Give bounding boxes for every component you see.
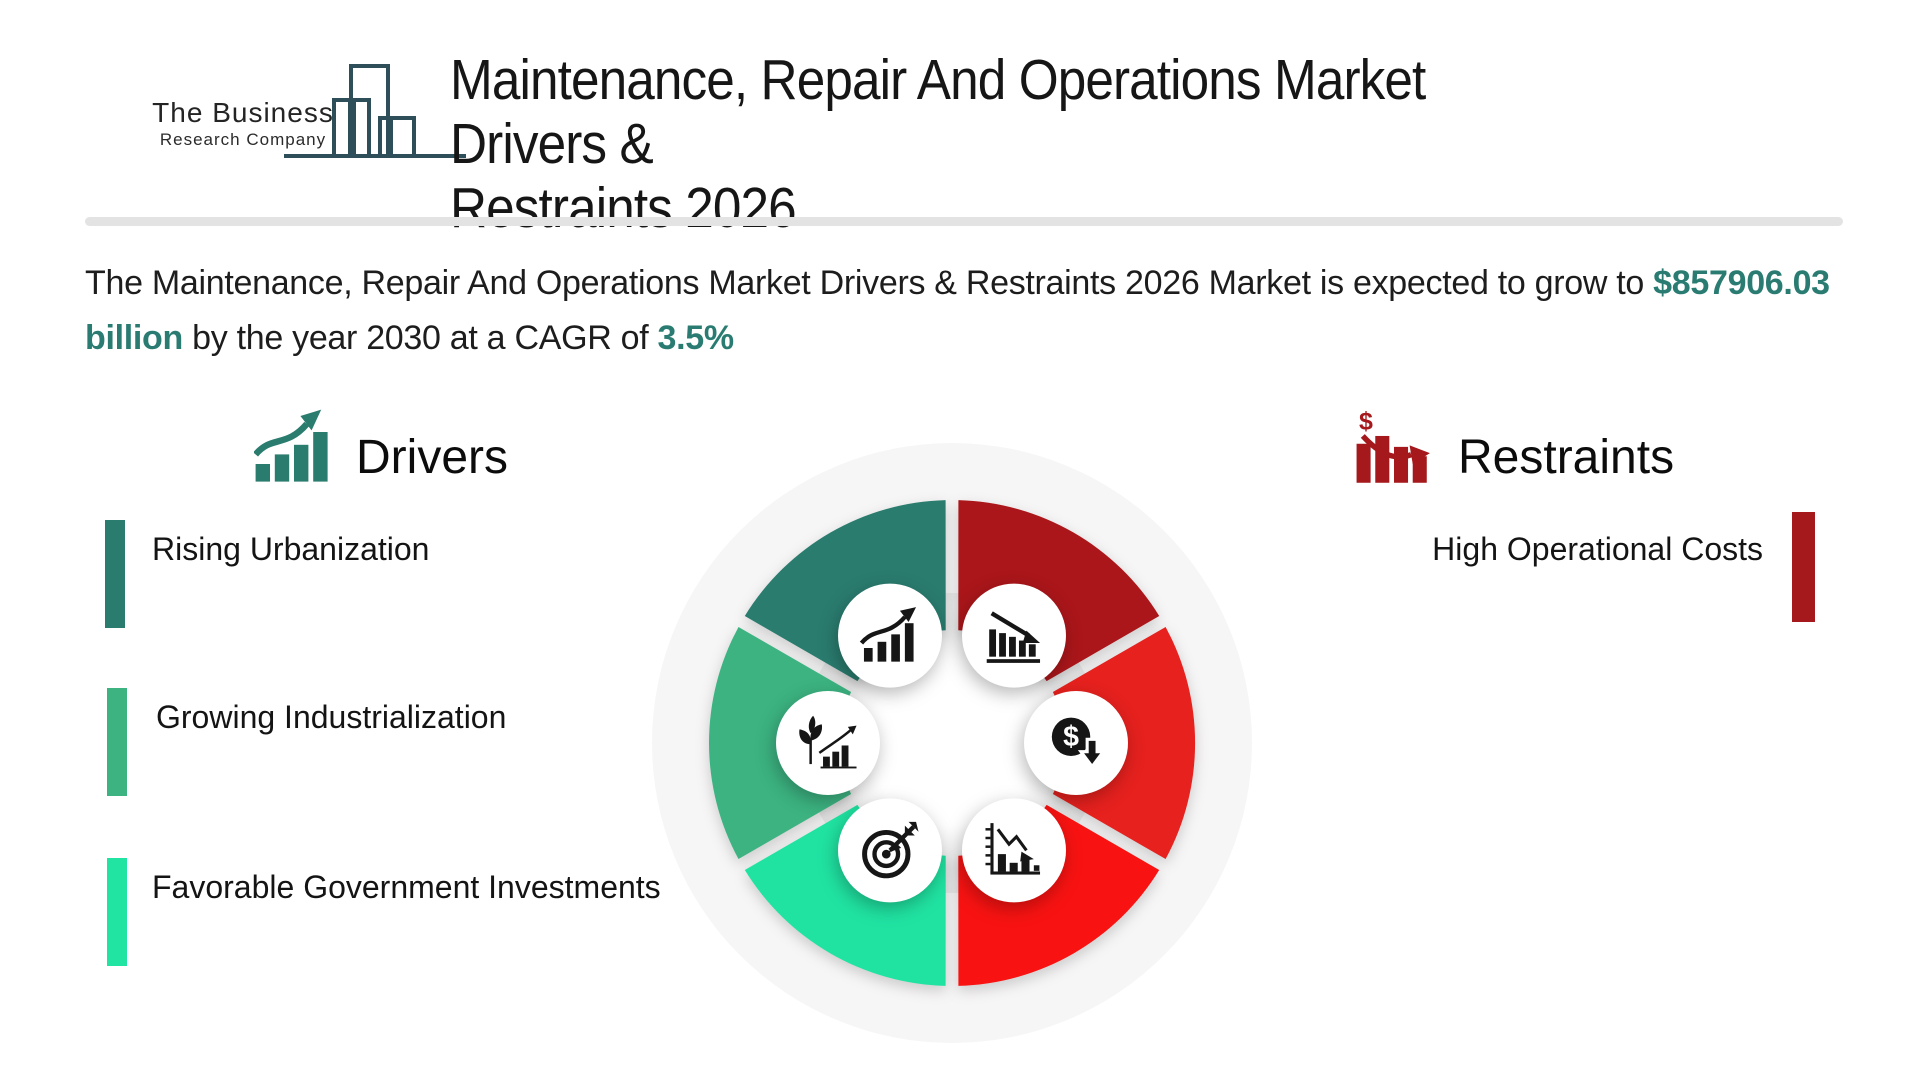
divider [85, 217, 1843, 226]
summary-text-middle: by the year 2030 at a CAGR of [183, 319, 658, 357]
drivers-heading: Drivers [356, 431, 508, 484]
cagr-value: 3.5% [657, 319, 735, 357]
driver-item-bar [107, 688, 127, 796]
driver-item-label: Growing Industrialization [156, 699, 507, 735]
page-title: Maintenance, Repair And Operations Marke… [450, 48, 1494, 240]
restraint-item-label: High Operational Costs [1432, 531, 1763, 567]
badge-bottom-right [962, 798, 1066, 903]
logo-text: The Business Research Company [148, 97, 338, 150]
summary-paragraph: The Maintenance, Repair And Operations M… [85, 256, 1900, 366]
logo-bar-chart-icon [284, 64, 466, 158]
driver-item-bar [107, 858, 127, 966]
driver-item-label: Rising Urbanization [152, 531, 430, 567]
driver-item-bar [105, 520, 125, 628]
driver-item-label: Favorable Government Investments [152, 869, 661, 905]
logo: The Business Research Company [140, 52, 480, 172]
badge-top-right [962, 583, 1066, 688]
logo-line2: Research Company [159, 130, 327, 149]
logo-line1: The Business [152, 97, 334, 128]
drivers-growth-icon [254, 409, 328, 482]
page-title-line2: Restraints 2026 [450, 176, 797, 240]
page-title-line1: Maintenance, Repair And Operations Marke… [450, 48, 1426, 176]
restraint-item-bar [1792, 512, 1815, 622]
drivers-restraints-wheel: $ [652, 443, 1252, 1043]
restraints-heading: Restraints [1458, 431, 1675, 484]
restraints-decline-icon: $ [1356, 410, 1430, 483]
restraints-icon-dollar: $ [1359, 410, 1373, 436]
summary-text-before: The Maintenance, Repair And Operations M… [85, 264, 1654, 302]
badge-top-left [838, 583, 942, 688]
badge-left [776, 691, 880, 795]
market-size-value: $857906.03 billion [85, 264, 1830, 357]
